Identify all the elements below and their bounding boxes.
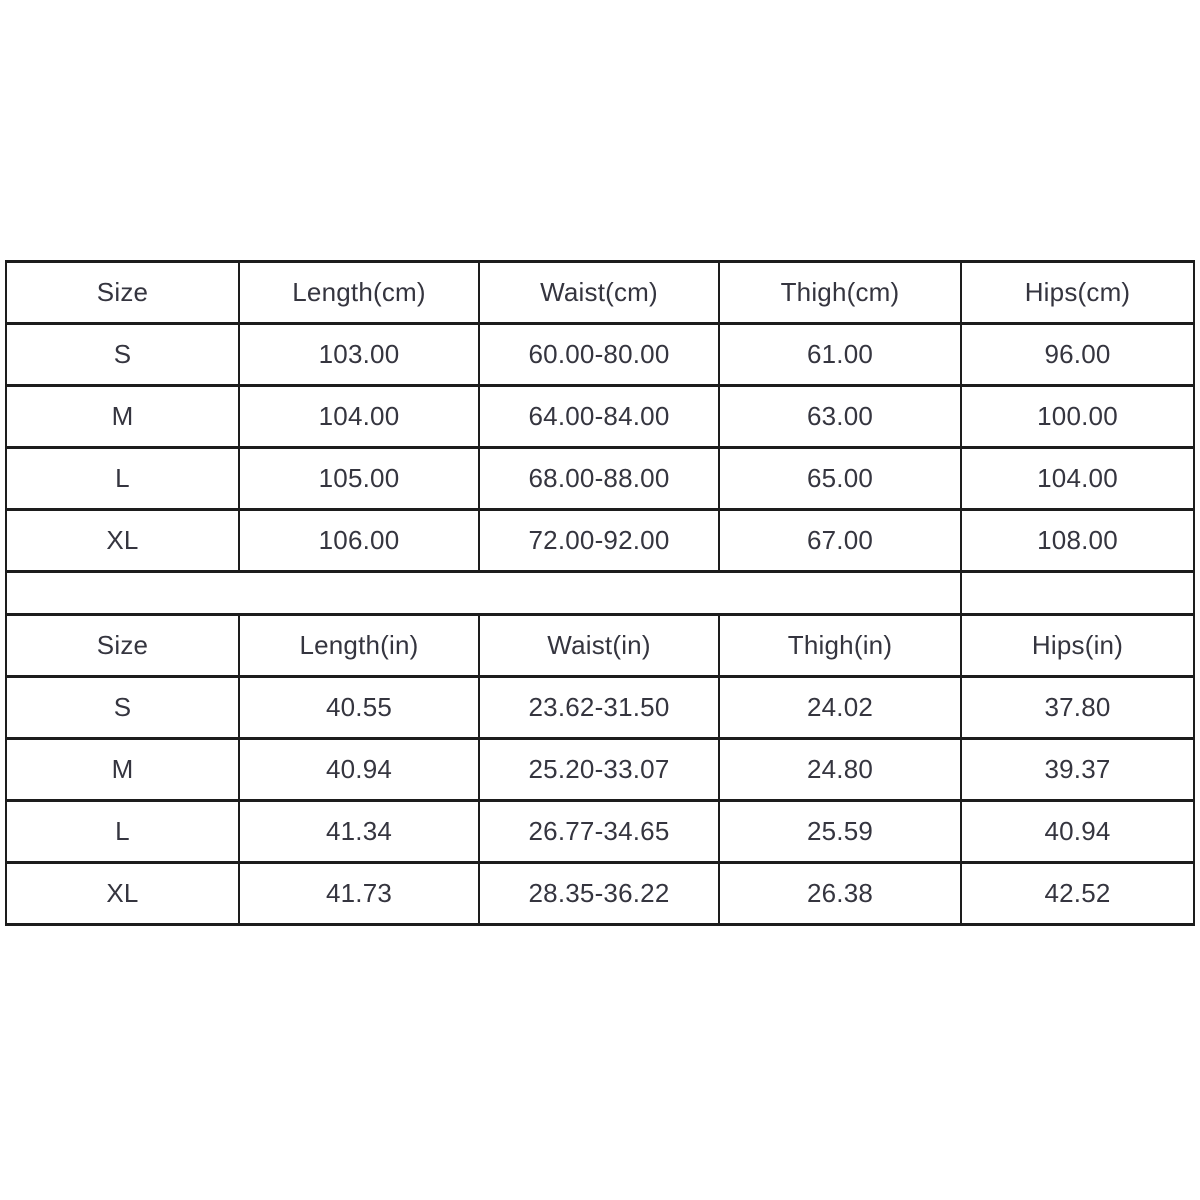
table-row: L 41.34 26.77-34.65 25.59 40.94: [5, 799, 1195, 864]
cell-hips: 42.52: [960, 861, 1195, 926]
header-cell-thigh-cm: Thigh(cm): [718, 260, 962, 325]
cell-thigh: 61.00: [718, 322, 962, 387]
cell-size: S: [5, 675, 240, 740]
table-row: XL 41.73 28.35-36.22 26.38 42.52: [5, 861, 1195, 926]
cell-length: 40.94: [238, 737, 480, 802]
cell-thigh: 67.00: [718, 508, 962, 573]
cell-length: 104.00: [238, 384, 480, 449]
cell-size: M: [5, 737, 240, 802]
table-row: S 40.55 23.62-31.50 24.02 37.80: [5, 675, 1195, 740]
cell-waist: 72.00-92.00: [478, 508, 720, 573]
in-header-row: Size Length(in) Waist(in) Thigh(in) Hips…: [5, 613, 1195, 678]
cell-hips: 100.00: [960, 384, 1195, 449]
cell-waist: 64.00-84.00: [478, 384, 720, 449]
table-row: S 103.00 60.00-80.00 61.00 96.00: [5, 322, 1195, 387]
cm-header-row: Size Length(cm) Waist(cm) Thigh(cm) Hips…: [5, 260, 1195, 325]
header-cell-waist-in: Waist(in): [478, 613, 720, 678]
size-chart-wrapper: Size Length(cm) Waist(cm) Thigh(cm) Hips…: [5, 260, 1195, 926]
cell-length: 103.00: [238, 322, 480, 387]
cell-size: M: [5, 384, 240, 449]
table-row: L 105.00 68.00-88.00 65.00 104.00: [5, 446, 1195, 511]
cell-size: L: [5, 799, 240, 864]
table-row: M 40.94 25.20-33.07 24.80 39.37: [5, 737, 1195, 802]
spacer-cell-merged: [5, 570, 962, 616]
cell-hips: 39.37: [960, 737, 1195, 802]
cell-length: 105.00: [238, 446, 480, 511]
cell-thigh: 26.38: [718, 861, 962, 926]
cell-size: XL: [5, 861, 240, 926]
cell-waist: 26.77-34.65: [478, 799, 720, 864]
cell-size: L: [5, 446, 240, 511]
cell-hips: 40.94: [960, 799, 1195, 864]
header-cell-size-in: Size: [5, 613, 240, 678]
header-cell-hips-in: Hips(in): [960, 613, 1195, 678]
cell-waist: 23.62-31.50: [478, 675, 720, 740]
cell-thigh: 25.59: [718, 799, 962, 864]
cell-waist: 28.35-36.22: [478, 861, 720, 926]
cell-thigh: 24.02: [718, 675, 962, 740]
cell-length: 41.73: [238, 861, 480, 926]
cell-length: 41.34: [238, 799, 480, 864]
cell-thigh: 24.80: [718, 737, 962, 802]
cell-waist: 68.00-88.00: [478, 446, 720, 511]
header-cell-length-in: Length(in): [238, 613, 480, 678]
header-cell-size-cm: Size: [5, 260, 240, 325]
cell-thigh: 63.00: [718, 384, 962, 449]
table-row: M 104.00 64.00-84.00 63.00 100.00: [5, 384, 1195, 449]
cell-thigh: 65.00: [718, 446, 962, 511]
spacer-cell-hips: [960, 570, 1195, 616]
size-chart-table: Size Length(cm) Waist(cm) Thigh(cm) Hips…: [5, 260, 1195, 926]
cell-length: 40.55: [238, 675, 480, 740]
cell-waist: 60.00-80.00: [478, 322, 720, 387]
header-cell-hips-cm: Hips(cm): [960, 260, 1195, 325]
cell-hips: 96.00: [960, 322, 1195, 387]
cell-hips: 104.00: [960, 446, 1195, 511]
cell-size: S: [5, 322, 240, 387]
cell-waist: 25.20-33.07: [478, 737, 720, 802]
table-row: XL 106.00 72.00-92.00 67.00 108.00: [5, 508, 1195, 573]
cell-hips: 37.80: [960, 675, 1195, 740]
cell-length: 106.00: [238, 508, 480, 573]
cell-hips: 108.00: [960, 508, 1195, 573]
header-cell-thigh-in: Thigh(in): [718, 613, 962, 678]
header-cell-waist-cm: Waist(cm): [478, 260, 720, 325]
spacer-row: [5, 570, 1195, 616]
header-cell-length-cm: Length(cm): [238, 260, 480, 325]
cell-size: XL: [5, 508, 240, 573]
